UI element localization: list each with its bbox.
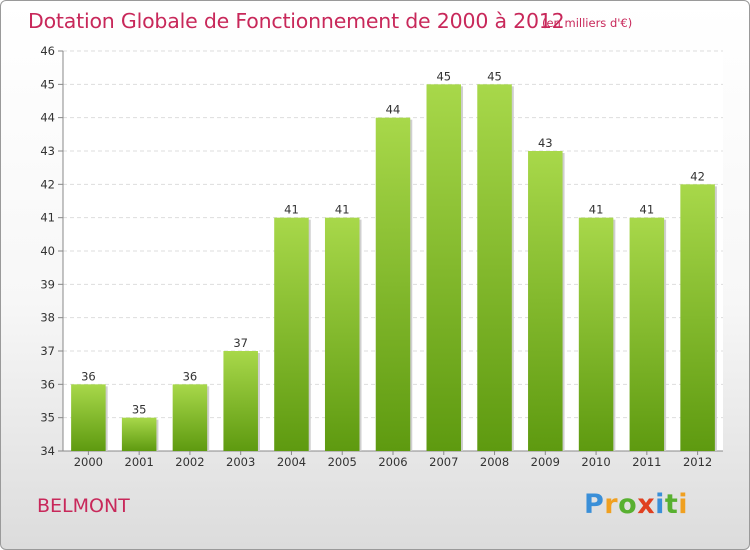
logo-letter: P [584,489,605,520]
y-tick-label: 40 [40,244,55,258]
logo-letter: i [678,489,689,520]
x-tick-label: 2002 [175,455,204,469]
x-tick-label: 2006 [378,455,407,469]
bar-2003 [223,351,258,451]
y-tick-label: 44 [40,111,55,125]
y-tick-label: 46 [40,44,55,58]
data-label: 35 [132,403,147,417]
data-label: 44 [386,103,401,117]
bar-2002 [172,384,208,451]
x-tick-label: 2004 [277,455,306,469]
data-label: 45 [436,69,451,83]
x-tick-label: 2005 [328,455,357,469]
x-tick-label: 2000 [74,455,103,469]
bar-2011 [629,217,665,451]
bar-2009 [528,151,563,451]
bar-2012 [680,184,715,452]
logo-letter: x [637,489,656,520]
y-tick-label: 35 [40,411,55,425]
commune-name: BELMONT [37,495,130,517]
bars [71,84,717,452]
bar-2000 [71,384,106,451]
data-label: 45 [487,69,502,83]
y-tick-label: 45 [40,77,55,91]
data-label: 41 [284,203,299,217]
bar-2008 [477,84,512,451]
y-tick-label: 41 [40,211,55,225]
y-tick-label: 39 [40,277,55,291]
x-tick-label: 2001 [125,455,154,469]
proxiti-logo: Proxiti [584,489,688,520]
x-tick-label: 2009 [531,455,560,469]
x-tick-label: 2008 [480,455,509,469]
bar-2007 [426,84,462,451]
data-label: 43 [538,136,553,150]
chart-title: Dotation Globale de Fonctionnement de 20… [28,9,565,33]
y-tick-label: 34 [40,444,55,458]
y-tick-label: 36 [40,377,55,391]
bar-2006 [375,117,411,452]
data-label: 36 [183,369,198,383]
x-tick-label: 2011 [632,455,661,469]
labels: 34 35 36 37 38 39 40 41 42 43 44 45 46 36 2000 35 2001 36… [40,44,712,469]
chart-subtitle: (en milliers d'€) [542,16,633,30]
logo-letter: i [655,489,665,520]
x-tick-label: 2010 [581,455,610,469]
x-tick-label: 2012 [683,455,712,469]
data-label: 41 [640,203,655,217]
bar-2001 [121,417,157,451]
data-label: 37 [233,336,248,350]
logo-letter: o [618,489,638,520]
bar-2005 [324,217,360,451]
x-tick-label: 2007 [429,455,458,469]
x-tick-label: 2003 [226,455,255,469]
bar-2010 [578,217,614,451]
data-label: 36 [81,369,96,383]
logo-letter: t [664,489,679,520]
data-label: 42 [690,169,705,183]
y-tick-label: 42 [40,177,55,191]
y-tick-label: 37 [40,344,55,358]
y-tick-label: 43 [40,144,55,158]
data-label: 41 [589,203,604,217]
bar-2004 [274,217,309,451]
logo-letter: r [604,489,619,520]
data-label: 41 [335,203,350,217]
y-tick-label: 38 [40,311,55,325]
